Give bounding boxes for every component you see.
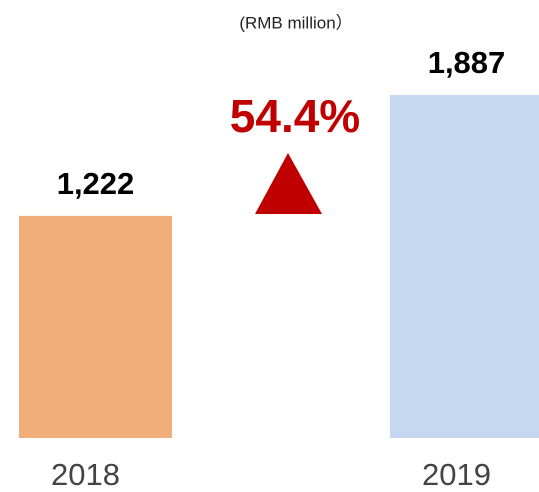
bar bbox=[390, 95, 539, 438]
value-label: 1,887 bbox=[428, 45, 506, 80]
value-label: 1,222 bbox=[57, 166, 135, 201]
x-tick-label: 2018 bbox=[51, 457, 120, 492]
up-arrow bbox=[255, 153, 322, 214]
chart-subtitle: (RMB million） bbox=[239, 13, 352, 32]
x-tick-label: 2019 bbox=[422, 457, 491, 492]
annotation: 54.4% bbox=[230, 90, 360, 142]
bar bbox=[19, 215, 172, 438]
